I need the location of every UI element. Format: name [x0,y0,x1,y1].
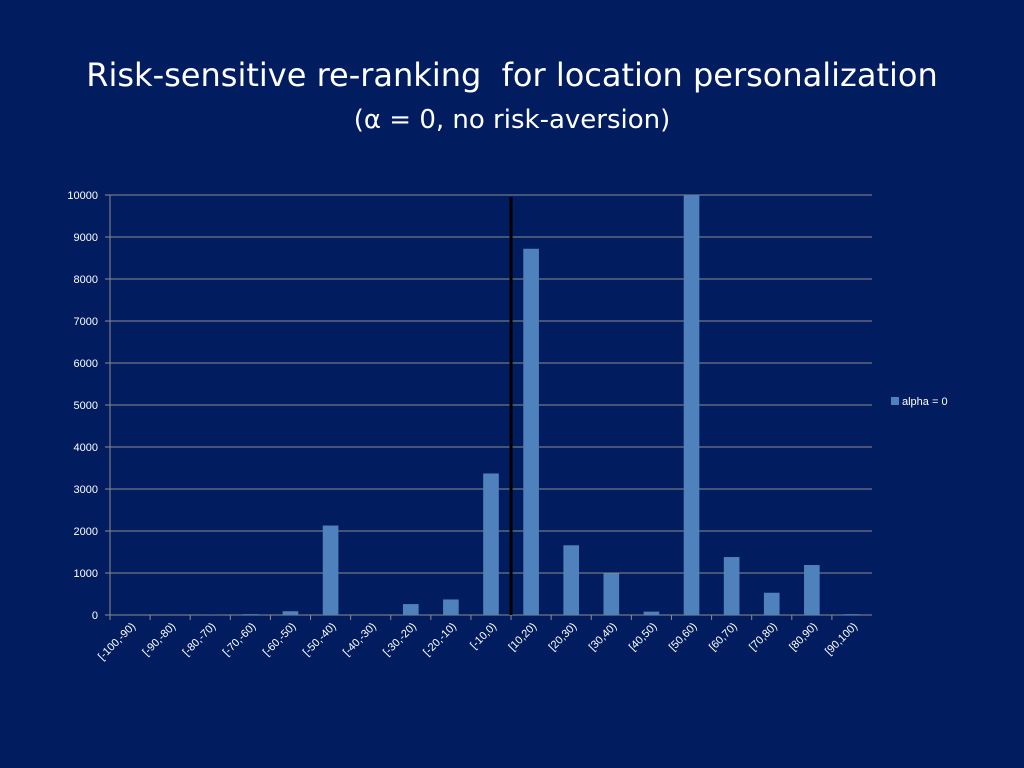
y-axis: 0 1000 2000 3000 4000 5000 6000 7000 8000 9000 100… [67,190,98,622]
y-tick-label: 4000 [74,442,98,454]
x-tick-label: [80,90) [787,621,820,654]
bar [603,573,620,615]
x-tick-label: [20,30) [547,621,580,654]
bar [322,525,339,615]
bar [723,557,740,615]
x-tick-label: [-80,-70) [180,621,218,659]
y-tick-label: 0 [92,610,98,622]
y-tick-label: 8000 [74,274,98,286]
y-tick-label: 2000 [74,526,98,538]
bar [523,248,539,615]
x-tick-label: [60,70) [707,621,740,654]
x-tick-label: [40,50) [627,621,660,654]
legend-swatch [891,397,899,405]
slide-title: Risk-sensitive re-ranking for location p… [86,56,938,94]
legend-label: alpha = 0 [902,396,948,408]
x-tick-label: [-40,-30) [341,621,379,659]
x-tick-label: [-60,-50) [261,621,299,659]
bar [844,614,860,615]
y-tick-label: 1000 [74,568,98,580]
x-tick-label: [-50,-40) [301,621,339,659]
bar [563,545,580,615]
x-tick-label: [90,100) [823,621,860,658]
x-tick-label: [10,20) [507,621,540,654]
legend: alpha = 0 [891,396,948,408]
x-tick-label: [-90,-80) [140,621,178,659]
x-tick-label: [30,40) [587,621,620,654]
x-tick-label: [-10,0) [468,621,499,652]
bar [763,592,780,615]
y-tick-label: 9000 [74,232,98,244]
y-tick-label: 7000 [74,316,98,328]
bars [202,195,860,615]
y-tick-label: 5000 [74,400,98,412]
bar [282,611,299,615]
bar [804,565,820,615]
x-tick-label: [50,60) [667,621,700,654]
y-tick-label: 10000 [67,190,98,202]
x-tick-label: [-20,-10) [421,621,459,659]
bar [443,599,459,615]
x-tick-label: [70,80) [747,621,780,654]
bar [483,473,499,615]
bar [643,611,660,615]
x-tick-label: [-30,-20) [381,621,419,659]
y-tick-label: 3000 [74,484,98,496]
slide-subtitle: (α = 0, no risk-aversion) [353,105,671,135]
x-tick-label: [-70,-60) [221,621,259,659]
bar [242,614,259,615]
x-tick-label: [-100,-90) [96,621,138,663]
bar [683,195,700,615]
bar [402,604,419,615]
y-tick-label: 6000 [74,358,98,370]
x-axis: [-100,-90) [-90,-80) [-80,-70) [-70,-60) [-6… [96,621,860,663]
